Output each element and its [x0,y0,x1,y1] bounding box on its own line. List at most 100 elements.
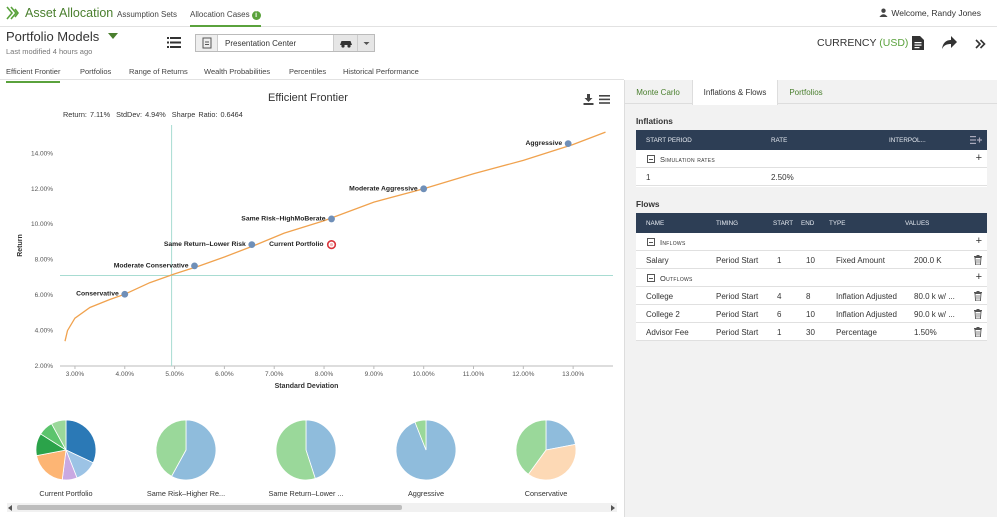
tab-inflations-flows[interactable]: Inflations & Flows [692,80,778,105]
cell-type: Inflation Adjusted [836,310,897,319]
car-icon[interactable] [333,35,357,51]
tab-efficient-frontier[interactable]: Efficient Frontier [6,67,61,83]
col-rate: RATE [771,137,788,144]
right-panel: Monte Carlo Inflations & Flows Portfolio… [624,80,997,517]
table-row[interactable]: College Period Start 4 8 Inflation Adjus… [636,287,987,305]
chart-stats: Return: 7.11% StdDev: 4.94% Sharpe Ratio: … [63,110,249,119]
nav-assumption-sets[interactable]: Assumption Sets [117,10,178,19]
share-icon[interactable] [942,36,957,49]
add-icon[interactable]: + [975,152,982,164]
table-row[interactable]: Salary Period Start 1 10 Fixed Amount 20… [636,251,987,269]
tab-historical-performance[interactable]: Historical Performance [343,67,419,76]
stat-return: Return: 7.11% [63,110,111,119]
y-tick-label: 14.00% [31,150,53,157]
collapse-icon[interactable] [647,155,655,163]
col-name: NAME [646,220,665,227]
pie-label-aggressive: Aggressive [407,489,445,498]
col-type: TYPE [829,220,846,227]
nav-allocation-cases[interactable]: Allocation Cases i [190,10,261,27]
pie-slice[interactable] [171,419,217,481]
table-row[interactable]: College 2 Period Start 6 10 Inflation Ad… [636,305,987,323]
cell-end: 8 [806,292,811,301]
pie-slice[interactable] [65,419,97,464]
tab-portfolios-right[interactable]: Portfolios [789,88,823,97]
x-tick-label: 8.00% [315,371,334,378]
outflows-group[interactable]: Outflows + [636,269,987,287]
presentation-center-field[interactable]: Presentation Center [195,34,375,52]
stat-sharpe: Sharpe Ratio: 0.6464 [171,110,243,119]
frontier-point[interactable] [191,262,198,270]
point-label: Aggressive [526,140,563,147]
cell-end: 10 [806,310,815,319]
tab-range-of-returns[interactable]: Range of Returns [129,67,188,76]
point-label: Same Risk–HighMoBerate [241,215,325,222]
col-timing: TIMING [716,220,739,227]
tab-portfolios[interactable]: Portfolios [80,67,112,76]
table-row[interactable]: Advisor Fee Period Start 1 30 Percentage… [636,323,987,341]
collapse-icon[interactable] [647,238,655,246]
cell-type: Inflation Adjusted [836,292,897,301]
col-start: START [773,220,794,227]
page-title: Portfolio Models [6,29,100,44]
chevron-down-icon[interactable] [108,33,118,39]
x-tick-label: 5.00% [165,371,184,378]
trash-icon[interactable] [974,327,982,337]
tab-wealth-probabilities[interactable]: Wealth Probabilities [204,67,271,76]
frontier-point[interactable] [420,185,428,193]
pie-slice[interactable] [275,419,316,481]
cell-timing: Period Start [716,256,759,265]
pie-slice[interactable] [155,419,187,477]
frontier-point[interactable] [121,290,129,298]
scroll-right-icon[interactable] [611,505,615,511]
trash-icon[interactable] [974,255,982,265]
efficient-frontier-chart[interactable]: 2.00% 4.00% 6.00% 8.00% 10.00% 12.00% 14.00% 3.… [0,0,624,400]
simulation-rates-group[interactable]: Simulation rates + [636,150,987,168]
collapse-icon[interactable] [647,274,655,282]
pie-slice[interactable] [515,419,547,475]
point-label: Current Portfolio [269,241,323,248]
x-tick-label: 11.00% [463,371,485,378]
x-tick-label: 10.00% [413,371,435,378]
download-icon[interactable] [583,94,594,105]
user-menu[interactable]: Welcome, Randy Jones [879,8,981,18]
frontier-point[interactable] [248,241,256,249]
currency-label: CURRENCY [817,37,877,49]
inflows-group[interactable]: Inflows + [636,233,987,251]
double-chevron-right-icon[interactable] [975,39,986,49]
x-axis-title: Standard Deviation [275,383,339,390]
frontier-point[interactable] [328,215,335,223]
x-tick-label: 4.00% [116,371,135,378]
pie-slice[interactable] [414,419,427,451]
trash-icon[interactable] [974,291,982,301]
point-label: Conservative [76,291,119,298]
y-tick-label: 8.00% [35,257,54,264]
report-icon[interactable] [912,36,924,50]
top-bar: Asset Allocation Assumption Sets Allocat… [0,0,997,27]
flows-table: NAME TIMING START END TYPE VALUES Inflow… [636,213,987,341]
dropdown-caret-icon[interactable] [357,35,374,51]
frontier-point[interactable] [564,140,572,148]
pie-slice[interactable] [545,419,576,451]
info-icon[interactable]: i [251,11,261,20]
trash-icon[interactable] [974,309,982,319]
add-icon[interactable]: + [975,271,982,283]
tab-percentiles[interactable]: Percentiles [289,67,327,76]
list-icon[interactable] [167,37,181,48]
table-row[interactable]: 1 2.50% [636,168,987,186]
pie-slice[interactable] [51,419,67,451]
nav-allocation-cases-label: Allocation Cases [190,10,250,19]
last-modified: Last modified 4 hours ago [6,47,93,56]
scroll-left-icon[interactable] [8,505,12,511]
currency-selector[interactable]: CURRENCY (USD) [817,37,908,49]
add-icon[interactable]: + [975,235,982,247]
scrollbar-thumb[interactable] [17,505,402,510]
pie-slice[interactable] [527,443,577,481]
cell-end: 30 [806,328,815,337]
pie-slice[interactable] [305,419,337,480]
horizontal-scrollbar[interactable] [7,503,617,512]
menu-icon[interactable] [599,95,610,104]
document-icon[interactable] [196,35,218,51]
tab-monte-carlo[interactable]: Monte Carlo [636,88,680,97]
column-settings-icon[interactable] [970,136,982,144]
pie-slice[interactable] [36,449,67,481]
